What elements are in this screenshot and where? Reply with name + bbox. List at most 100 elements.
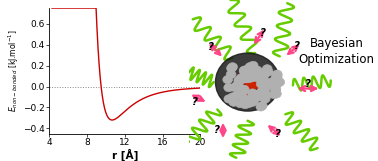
Circle shape: [240, 100, 250, 109]
Circle shape: [250, 90, 260, 99]
Circle shape: [257, 87, 267, 95]
Circle shape: [238, 87, 248, 95]
Circle shape: [249, 75, 256, 80]
Circle shape: [269, 90, 279, 99]
Circle shape: [260, 91, 270, 99]
Circle shape: [239, 66, 249, 75]
Circle shape: [251, 72, 261, 80]
Circle shape: [260, 78, 270, 86]
Circle shape: [247, 82, 254, 88]
Circle shape: [248, 61, 258, 70]
Text: ?: ?: [260, 28, 266, 38]
Text: ?: ?: [208, 42, 214, 52]
Y-axis label: $E_{non-bonded}$ [kJ.mol$^{-1}$]: $E_{non-bonded}$ [kJ.mol$^{-1}$]: [7, 30, 21, 112]
Circle shape: [257, 101, 267, 110]
Circle shape: [257, 87, 267, 96]
Circle shape: [252, 66, 262, 74]
Circle shape: [235, 91, 242, 96]
Circle shape: [260, 70, 270, 79]
Circle shape: [259, 82, 269, 90]
Circle shape: [256, 80, 266, 88]
Circle shape: [253, 73, 262, 82]
Circle shape: [248, 91, 258, 99]
Circle shape: [244, 99, 254, 107]
Circle shape: [244, 70, 251, 75]
Circle shape: [239, 85, 249, 94]
Circle shape: [260, 85, 270, 94]
Circle shape: [240, 95, 249, 103]
Circle shape: [240, 75, 250, 83]
Circle shape: [248, 98, 258, 106]
Circle shape: [271, 90, 281, 98]
Circle shape: [236, 76, 246, 84]
Circle shape: [245, 62, 255, 71]
Circle shape: [265, 80, 275, 89]
Circle shape: [272, 80, 282, 89]
Circle shape: [249, 97, 259, 105]
Circle shape: [230, 83, 240, 92]
Circle shape: [239, 73, 245, 79]
Circle shape: [272, 70, 282, 78]
Circle shape: [247, 75, 254, 81]
Text: ?: ?: [275, 129, 281, 139]
Circle shape: [260, 95, 270, 103]
Circle shape: [241, 70, 251, 78]
Circle shape: [239, 66, 249, 75]
Circle shape: [248, 73, 257, 82]
Circle shape: [226, 64, 236, 72]
Circle shape: [256, 103, 266, 111]
Circle shape: [263, 68, 273, 76]
Circle shape: [271, 73, 281, 81]
Circle shape: [242, 93, 249, 99]
Circle shape: [262, 65, 272, 73]
Circle shape: [235, 99, 245, 108]
Circle shape: [245, 74, 254, 83]
Circle shape: [242, 73, 252, 82]
Circle shape: [272, 72, 282, 80]
Circle shape: [259, 84, 269, 92]
Circle shape: [239, 87, 248, 95]
Circle shape: [244, 88, 251, 94]
Circle shape: [250, 76, 257, 82]
Circle shape: [248, 83, 255, 88]
Circle shape: [235, 84, 245, 92]
Circle shape: [248, 89, 257, 97]
Circle shape: [250, 76, 257, 81]
Circle shape: [242, 75, 252, 83]
Circle shape: [259, 77, 269, 86]
Circle shape: [232, 91, 242, 99]
Text: Bayesian
Optimization: Bayesian Optimization: [298, 37, 375, 66]
Circle shape: [270, 85, 280, 94]
Circle shape: [250, 83, 257, 89]
Circle shape: [237, 78, 243, 84]
Circle shape: [226, 70, 236, 79]
Circle shape: [223, 75, 232, 84]
Circle shape: [232, 81, 242, 89]
Circle shape: [273, 76, 283, 85]
Circle shape: [228, 93, 238, 101]
Circle shape: [257, 72, 267, 81]
Circle shape: [254, 93, 263, 101]
Circle shape: [244, 72, 254, 80]
Circle shape: [271, 86, 281, 94]
Circle shape: [235, 84, 242, 90]
Circle shape: [224, 83, 234, 92]
Text: ?: ?: [214, 125, 220, 135]
Circle shape: [262, 91, 271, 100]
Circle shape: [249, 67, 259, 75]
Circle shape: [236, 74, 246, 82]
Circle shape: [224, 95, 234, 103]
Text: ?: ?: [192, 97, 198, 107]
Circle shape: [257, 76, 266, 84]
Circle shape: [228, 63, 237, 71]
Circle shape: [240, 66, 250, 74]
Circle shape: [267, 78, 277, 86]
X-axis label: r [Å]: r [Å]: [112, 149, 138, 161]
Circle shape: [253, 90, 262, 99]
Circle shape: [229, 98, 239, 106]
Circle shape: [242, 77, 249, 83]
Ellipse shape: [215, 53, 280, 111]
Circle shape: [243, 65, 253, 73]
Circle shape: [275, 78, 285, 86]
Circle shape: [242, 68, 252, 77]
